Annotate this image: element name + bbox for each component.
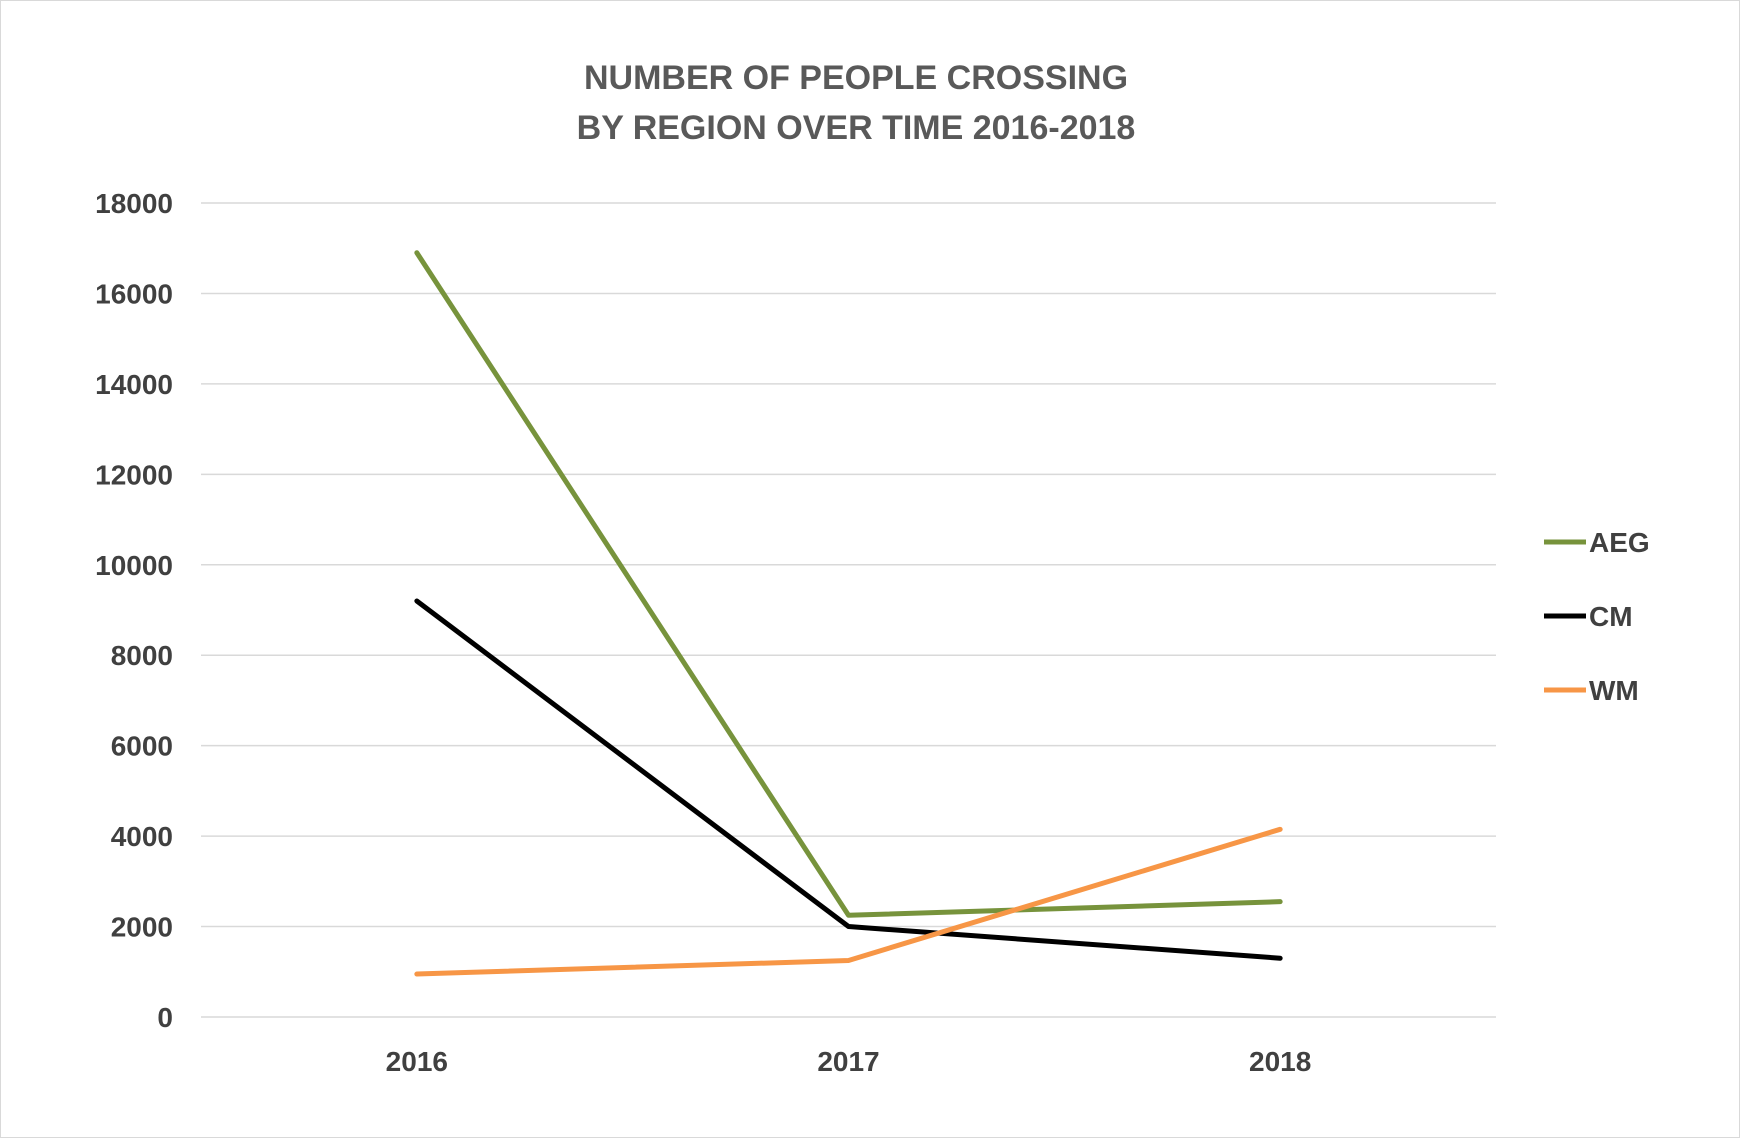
y-tick-label: 16000 [95,278,173,309]
chart-title: NUMBER OF PEOPLE CROSSING BY REGION OVER… [577,59,1136,147]
y-tick-label: 4000 [111,821,173,852]
series-lines [414,250,1283,977]
y-tick-label: 12000 [95,459,173,490]
y-tick-label: 0 [157,1002,173,1033]
legend-label-cm: CM [1589,601,1633,632]
y-tick-label: 8000 [111,640,173,671]
y-tick-label: 6000 [111,731,173,762]
y-tick-label: 18000 [95,188,173,219]
y-axis-ticks: 0 2000 4000 6000 8000 10000 12000 14000 16000 180… [95,188,173,1033]
y-tick-label: 2000 [111,912,173,943]
x-tick-label: 2016 [386,1046,448,1077]
x-tick-label: 2017 [817,1046,879,1077]
y-tick-label: 10000 [95,550,173,581]
series-line-wm [414,826,1283,977]
chart-title-line-2: BY REGION OVER TIME 2016-2018 [577,109,1136,147]
chart-title-line-1: NUMBER OF PEOPLE CROSSING [584,59,1128,97]
legend-label-wm: WM [1589,675,1639,706]
legend: AEG CM WM [1544,527,1650,706]
series-line-cm [414,598,1283,961]
y-tick-label: 14000 [95,369,173,400]
gridlines [201,202,1496,1018]
series-line-aeg [414,250,1283,918]
x-tick-label: 2018 [1249,1046,1311,1077]
x-axis-ticks: 2016 2017 2018 [386,1046,1312,1077]
legend-label-aeg: AEG [1589,527,1650,558]
